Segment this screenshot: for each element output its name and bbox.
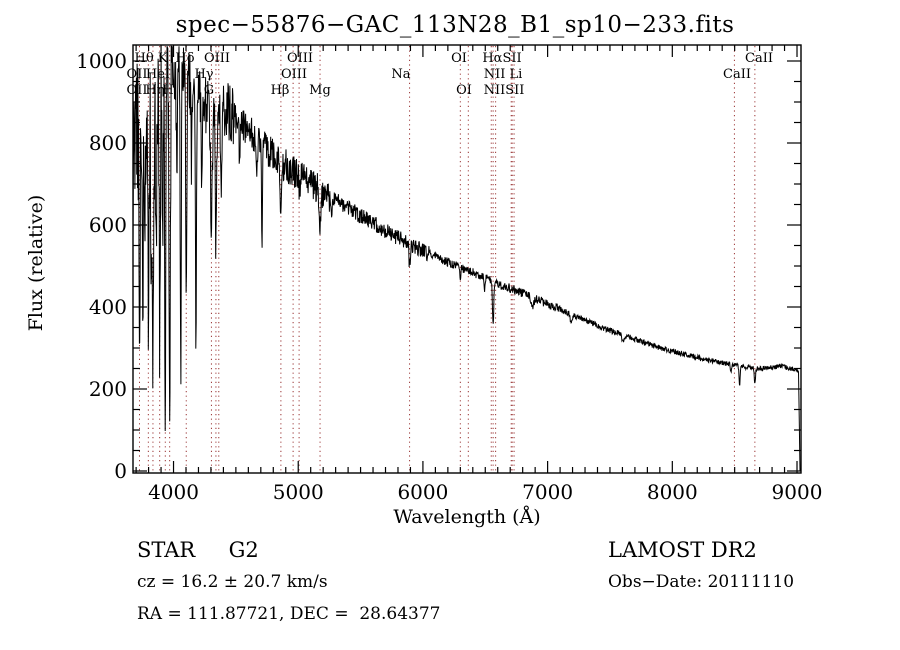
plot-title: spec−55876−GAC_113N28_B1_sp10−233.fits <box>175 12 735 38</box>
spectral-line-label: Mg <box>309 83 331 98</box>
x-tick-label: 9000 <box>772 480 823 504</box>
spectral-line-label: NIISII <box>484 83 525 98</box>
plot-box <box>132 44 802 474</box>
spectral-line-label: OIII <box>287 51 313 66</box>
spectral-line-label: OI <box>456 83 472 98</box>
x-axis-label: Wavelength (Å) <box>393 506 541 528</box>
spectral-line-label: OI <box>451 51 467 66</box>
spectral-line-label: H <box>162 83 173 98</box>
x-tick-label: 5000 <box>273 480 324 504</box>
spectral-line-label: NII Li <box>484 67 523 82</box>
spectral-line-label: HeI <box>146 67 170 82</box>
ra-dec-text: RA = 111.87721, DEC = 28.64377 <box>137 604 441 624</box>
y-tick-label: 400 <box>89 295 127 319</box>
spectral-line-label: Hθ K <box>134 51 167 66</box>
spectral-line-label: OII <box>127 83 148 98</box>
y-tick-label: 0 <box>114 459 127 483</box>
spectral-line-label: OII <box>127 67 148 82</box>
y-tick-label: 200 <box>89 377 127 401</box>
spectral-line-label: Na <box>391 67 410 82</box>
x-tick-label: 4000 <box>148 480 199 504</box>
spectral-line-label: Hδ <box>175 51 194 66</box>
spectral-line-label: CaII <box>745 51 773 66</box>
spectrum-path <box>132 45 802 472</box>
y-tick-label: 1000 <box>76 49 127 73</box>
spectral-line-label: Hβ <box>271 83 290 98</box>
spectral-line-label: Hγ <box>194 67 213 82</box>
spectral-line-label: HαSII <box>482 51 521 66</box>
spectral-line-label: G <box>204 83 214 98</box>
y-tick-label: 800 <box>89 131 127 155</box>
spectral-line-label: Hη <box>145 83 164 98</box>
x-tick-label: 6000 <box>397 480 448 504</box>
spectral-line-label: OIII <box>204 51 230 66</box>
classification-text: STAR G2 <box>137 538 259 562</box>
x-tick-label: 7000 <box>522 480 573 504</box>
radial-velocity-text: cz = 16.2 ± 20.7 km/s <box>137 572 328 592</box>
spectral-line-label: CaII <box>723 67 751 82</box>
spectral-line-label: OIII <box>281 67 307 82</box>
survey-release-text: LAMOST DR2 <box>608 538 757 562</box>
y-tick-label: 600 <box>89 213 127 237</box>
obs-date-text: Obs−Date: 20111110 <box>608 572 795 592</box>
x-tick-label: 8000 <box>647 480 698 504</box>
